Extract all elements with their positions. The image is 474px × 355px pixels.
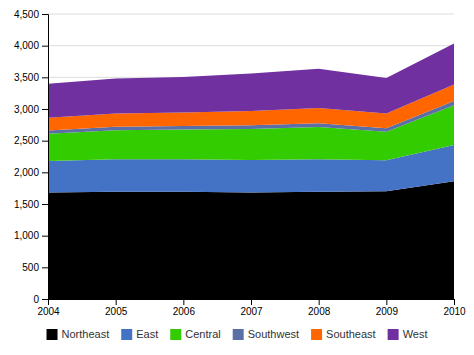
y-tick-label: 4,500 [14, 9, 39, 20]
y-tick-mark [42, 204, 48, 205]
y-axis-line [42, 15, 49, 300]
y-tick: 4,500 [14, 9, 48, 20]
legend-label: East [136, 328, 158, 340]
legend-item: Southeast [311, 328, 376, 340]
plot-area [48, 43, 454, 299]
y-tick: 0 [33, 294, 48, 305]
x-tick-label: 2004 [37, 306, 60, 317]
y-tick: 2,000 [14, 167, 48, 178]
x-axis: 2004 2005 2006 2007 2008 2009 2010 [37, 299, 466, 317]
legend-item: Central [170, 328, 220, 340]
legend-item: East [121, 328, 158, 340]
x-tick: 2006 [173, 299, 196, 317]
x-tick-label: 2005 [105, 306, 128, 317]
y-tick-label: 1,500 [14, 199, 39, 210]
x-tick: 2008 [308, 299, 331, 317]
legend-swatch [170, 329, 181, 340]
y-tick: 3,000 [14, 104, 48, 115]
y-tick-mark [42, 46, 48, 47]
x-tick-label: 2010 [443, 306, 466, 317]
x-tick: 2005 [105, 299, 128, 317]
x-tick-mark [454, 299, 455, 305]
x-tick: 2009 [376, 299, 399, 317]
x-tick-mark [183, 299, 184, 305]
x-tick-label: 2009 [376, 306, 399, 317]
x-tick: 2010 [443, 299, 466, 317]
x-tick-label: 2008 [308, 306, 331, 317]
y-tick-label: 3,500 [14, 72, 39, 83]
x-tick-mark [48, 299, 49, 305]
area [48, 181, 454, 299]
y-tick: 2,500 [14, 135, 48, 146]
legend-item: Southwest [233, 328, 299, 340]
y-tick-mark [42, 172, 48, 173]
y-tick-label: 4,000 [14, 40, 39, 51]
legend-swatch [233, 329, 244, 340]
y-tick: 500 [22, 262, 48, 273]
y-tick: 4,000 [14, 40, 48, 51]
x-tick-mark [116, 299, 117, 305]
x-tick: 2004 [37, 299, 60, 317]
y-axis: 0 500 1,000 1,500 2,000 2,500 3,000 3,500 4,000 4… [14, 9, 49, 305]
x-tick-label: 2006 [173, 306, 196, 317]
x-tick-mark [386, 299, 387, 305]
x-axis-line [49, 300, 455, 306]
y-tick-mark [42, 236, 48, 237]
legend-item: West [388, 328, 428, 340]
grid-line [48, 45, 454, 46]
y-tick: 1,000 [14, 230, 48, 241]
y-tick-mark [42, 77, 48, 78]
y-tick-label: 3,000 [14, 104, 39, 115]
legend: Northeast East Central Southwest Southeast We… [47, 328, 428, 340]
legend-swatch [47, 329, 58, 340]
legend-item: Northeast [47, 328, 110, 340]
y-tick: 3,500 [14, 72, 48, 83]
x-tick-label: 2007 [240, 306, 263, 317]
x-tick-mark [319, 299, 320, 305]
legend-label: West [403, 328, 428, 340]
y-tick-mark [42, 299, 48, 300]
legend-label: Central [185, 328, 220, 340]
legend-swatch [311, 329, 322, 340]
grid-line [48, 14, 454, 15]
area [48, 43, 454, 117]
legend-swatch [388, 329, 399, 340]
legend-label: Southwest [248, 328, 299, 340]
y-tick-mark [42, 109, 48, 110]
y-tick-label: 0 [33, 294, 39, 305]
grid [48, 14, 454, 299]
y-tick-mark [42, 14, 48, 15]
y-tick: 1,500 [14, 199, 48, 210]
legend-swatch [121, 329, 132, 340]
y-tick-mark [42, 267, 48, 268]
y-tick-mark [42, 141, 48, 142]
x-tick-mark [251, 299, 252, 305]
y-tick-label: 2,500 [14, 135, 39, 146]
legend-label: Southeast [326, 328, 376, 340]
y-tick-label: 1,000 [14, 230, 39, 241]
legend-label: Northeast [62, 328, 110, 340]
chart: 0 500 1,000 1,500 2,000 2,500 3,000 3,500 4,000 4… [0, 0, 474, 355]
y-tick-label: 2,000 [14, 167, 39, 178]
y-tick-label: 500 [22, 262, 39, 273]
x-tick: 2007 [240, 299, 263, 317]
